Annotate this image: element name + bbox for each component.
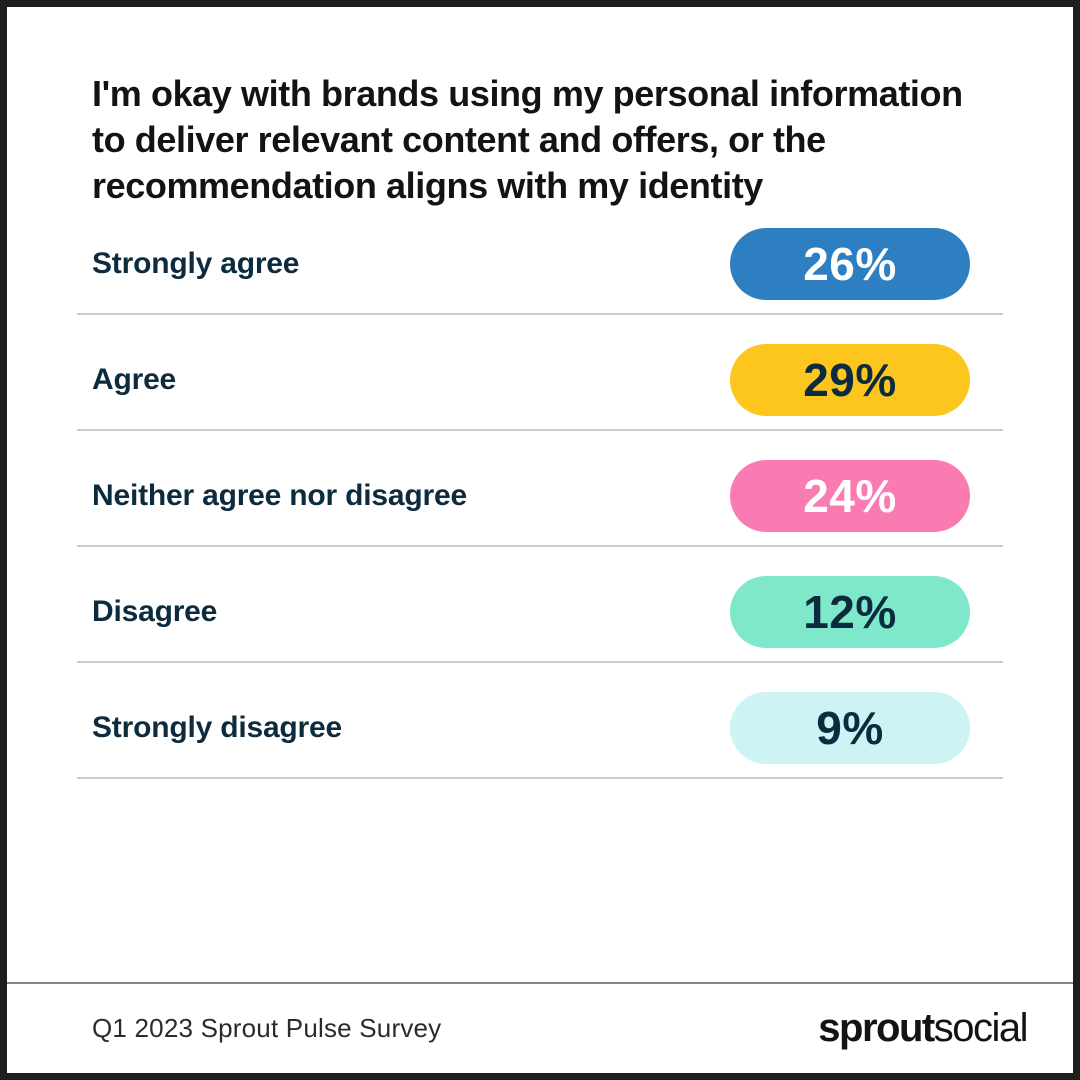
row-divider	[77, 313, 1003, 315]
survey-row-agree: Agree 29%	[77, 331, 1003, 429]
sprout-social-logo: sproutsocial	[818, 1006, 1029, 1051]
row-divider	[77, 661, 1003, 663]
footer-divider	[7, 982, 1073, 984]
footer-content: Q1 2023 Sprout Pulse Survey sproutsocial	[7, 984, 1073, 1073]
logo-word-sprout: sprout	[818, 1006, 935, 1050]
footer: Q1 2023 Sprout Pulse Survey sproutsocial	[7, 982, 1073, 1073]
response-label: Neither agree nor disagree	[92, 479, 467, 512]
survey-row-neither: Neither agree nor disagree 24%	[77, 447, 1003, 545]
survey-row-strongly-disagree: Strongly disagree 9%	[77, 679, 1003, 777]
chart-title: I'm okay with brands using my personal i…	[92, 73, 963, 206]
source-label: Q1 2023 Sprout Pulse Survey	[92, 1013, 442, 1043]
percentage-pill: 9%	[730, 692, 970, 764]
percentage-pill: 29%	[730, 344, 970, 416]
percentage-pill: 26%	[730, 228, 970, 300]
row-divider	[77, 545, 1003, 547]
survey-row-strongly-agree: Strongly agree 26%	[77, 215, 1003, 313]
logo-word-social: social	[933, 1006, 1029, 1050]
response-label: Agree	[92, 363, 177, 396]
row-divider	[77, 429, 1003, 431]
response-label: Disagree	[92, 595, 218, 628]
response-label: Strongly disagree	[92, 711, 343, 744]
percentage-pill: 12%	[730, 576, 970, 648]
survey-results-list: Strongly agree 26% Agree 29% Neither agr…	[77, 215, 1003, 795]
percentage-pill: 24%	[730, 460, 970, 532]
survey-row-disagree: Disagree 12%	[77, 563, 1003, 661]
response-label: Strongly agree	[92, 247, 300, 280]
row-divider	[77, 777, 1003, 779]
